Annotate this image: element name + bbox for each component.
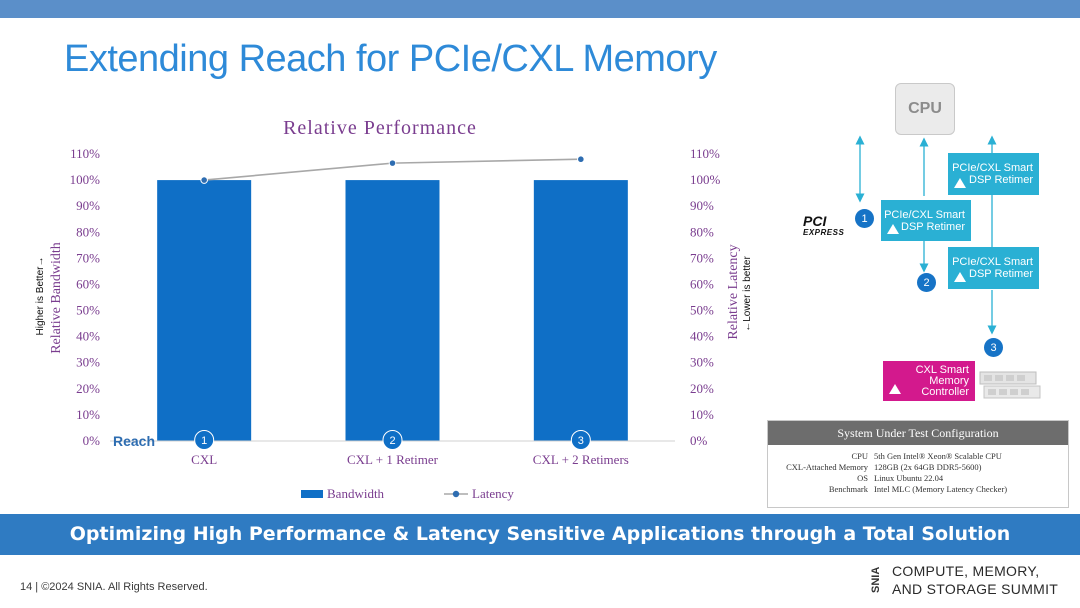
system-under-test-table: System Under Test Configuration CPU 5th G…: [767, 420, 1069, 508]
retimer3-line1: PCIe/CXL Smart: [952, 256, 1033, 268]
step-1-badge: 1: [855, 209, 874, 228]
y-tick-left: 50%: [76, 303, 100, 318]
cpu-label: CPU: [908, 100, 942, 117]
y-tick-left: 70%: [76, 250, 100, 265]
retimer-logo-icon: [887, 224, 899, 234]
latency-point: [200, 176, 208, 184]
sut-header: System Under Test Configuration: [768, 421, 1068, 445]
pci-logo-text: PCI: [803, 213, 827, 229]
y-axis-label-right: Relative Latency: [726, 244, 741, 339]
retimer-block-2: PCIe/CXL Smart DSP Retimer: [948, 153, 1039, 195]
y-tick-left: 40%: [76, 329, 100, 344]
controller-line2: Memory: [929, 374, 969, 387]
cpu-block: CPU: [895, 83, 955, 135]
sut-row: CXL-Attached Memory 128GB (2x 64GB DDR5-5…: [768, 462, 1068, 473]
y-tick-left: 110%: [70, 146, 100, 161]
reach-label: Reach: [113, 433, 155, 449]
cxl-memory-controller-block: CXL Smart Memory Controller: [883, 361, 975, 401]
pci-logo-subtext: EXPRESS: [803, 228, 845, 237]
legend-label-bandwidth: Bandwidth: [327, 486, 385, 501]
bar-bandwidth: [345, 180, 440, 441]
legend-swatch-latency-marker: [452, 490, 460, 498]
sut-row: OS Linux Ubuntu 22.04: [768, 473, 1068, 484]
sut-value: 128GB (2x 64GB DDR5-5600): [874, 462, 982, 472]
legend-swatch-bandwidth: [301, 490, 323, 498]
sut-row: Benchmark Intel MLC (Memory Latency Check…: [768, 484, 1068, 495]
x-tick-label: CXL: [191, 452, 217, 467]
y-tick-left: 100%: [70, 172, 101, 187]
y-tick-left: 60%: [76, 276, 100, 291]
step-3-badge: 3: [984, 338, 1003, 357]
slide-title: Extending Reach for PCIe/CXL Memory: [64, 38, 717, 80]
category-marker-label: 1: [201, 435, 207, 447]
y-tick-left: 90%: [76, 198, 100, 213]
category-marker: [194, 430, 215, 450]
y-tick-left: 0%: [83, 433, 101, 448]
retimer-logo-icon: [954, 272, 966, 282]
y-tick-right: 50%: [690, 303, 714, 318]
y-tick-right: 100%: [690, 172, 721, 187]
retimer1-line2: DSP Retimer: [901, 220, 965, 233]
x-tick-label: CXL + 2 Retimers: [533, 452, 629, 467]
retimer-block-3: PCIe/CXL Smart DSP Retimer: [948, 247, 1039, 289]
retimer2-line1: PCIe/CXL Smart: [952, 162, 1033, 174]
category-marker-label: 2: [389, 435, 395, 447]
pci-express-logo: PCI EXPRESS: [803, 213, 845, 239]
x-tick-label: CXL + 1 Retimer: [347, 452, 439, 467]
snia-logo-mark: SNIA: [870, 566, 882, 594]
y-axis-label-left: Relative Bandwidth: [49, 242, 64, 354]
sut-key: Benchmark: [828, 484, 868, 494]
y-tick-right: 60%: [690, 276, 714, 291]
retimer-logo-icon: [954, 178, 966, 188]
y-tick-right: 90%: [690, 198, 714, 213]
y-tick-right: 0%: [690, 433, 708, 448]
sut-key: CXL-Attached Memory: [786, 462, 868, 472]
sut-value: Intel MLC (Memory Latency Checker): [874, 484, 1008, 494]
y-tick-left: 30%: [76, 355, 100, 370]
footer-copyright: 14 | ©2024 SNIA. All Rights Reserved.: [20, 581, 208, 593]
y-tick-right: 30%: [690, 355, 714, 370]
logo-line-2: AND STORAGE SUMMIT: [892, 581, 1059, 597]
y-tick-left: 80%: [76, 224, 100, 239]
retimer1-line1: PCIe/CXL Smart: [884, 208, 965, 221]
y-tick-right: 80%: [690, 224, 714, 239]
retimer2-line2: DSP Retimer: [969, 174, 1033, 186]
sut-value: 5th Gen Intel® Xeon® Scalable CPU: [874, 451, 1002, 461]
memory-module-icon: [979, 371, 1041, 399]
step-2-badge: 2: [917, 273, 936, 292]
bar-bandwidth: [533, 180, 628, 441]
latency-point: [577, 155, 585, 164]
y-tick-right: 110%: [690, 146, 720, 161]
sut-key: CPU: [851, 451, 868, 461]
relative-performance-chart: Relative Performance 0% 0% 10% 10% 20% 20% 30% 3…: [35, 117, 753, 501]
y-tick-right: 20%: [690, 381, 714, 396]
top-accent-bar: [0, 0, 1080, 18]
category-marker-label: 3: [578, 435, 584, 447]
bottom-banner: Optimizing High Performance & Latency Se…: [0, 514, 1080, 555]
y-tick-right: 10%: [690, 407, 714, 422]
bar-bandwidth: [157, 180, 252, 441]
controller-line3: Controller: [921, 385, 969, 398]
retimer-block-1: PCIe/CXL Smart DSP Retimer: [881, 200, 971, 241]
y-tick-left: 20%: [76, 381, 100, 396]
category-marker: [570, 430, 591, 450]
logo-line-1: COMPUTE, MEMORY,: [892, 563, 1040, 579]
category-marker: [382, 430, 403, 450]
y-tick-right: 40%: [690, 329, 714, 344]
legend-label-latency: Latency: [472, 486, 514, 501]
latency-point: [388, 159, 397, 167]
chart-title: Relative Performance: [283, 117, 477, 139]
y-tick-left: 10%: [76, 407, 100, 422]
controller-logo-icon: [889, 384, 901, 394]
y-axis-note-left: Higher is Better→: [35, 257, 46, 336]
sut-key: OS: [857, 473, 868, 483]
sut-value: Linux Ubuntu 22.04: [874, 473, 944, 483]
controller-line1: CXL Smart: [915, 363, 969, 376]
sut-row: CPU 5th Gen Intel® Xeon® Scalable CPU: [768, 451, 1068, 462]
y-tick-right: 70%: [690, 250, 714, 265]
retimer3-line2: DSP Retimer: [969, 268, 1033, 280]
y-axis-note-right: ←Lower is better: [742, 256, 753, 332]
